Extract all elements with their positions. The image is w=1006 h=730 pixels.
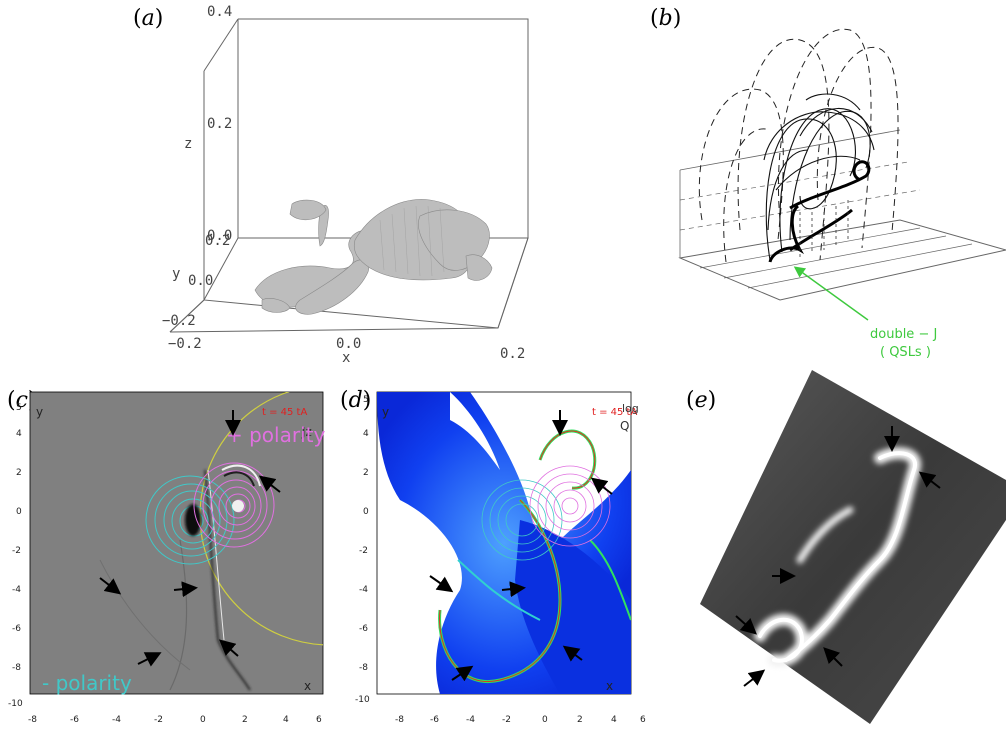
panel-d-label: (d) [340, 388, 372, 413]
d-x-tick--2: -2 [502, 715, 511, 725]
c-y-tick-2: 2 [16, 468, 22, 478]
d-x-tick-2: 2 [577, 715, 583, 725]
d-x-tick--4: -4 [466, 715, 475, 725]
panel-b-label: (b) [650, 6, 682, 31]
qsls-annotation: ( QSLs ) [880, 345, 931, 360]
neg-polarity-label: - polarity [42, 671, 132, 695]
d-y-tick--10: -10 [355, 695, 370, 705]
c-y-tick--4: -4 [12, 585, 21, 595]
c-time: t = 45 tA [262, 407, 307, 418]
c-y-tick--10: -10 [8, 699, 23, 709]
d-y-tick--2: -2 [359, 546, 368, 556]
c-axis-x: x [304, 679, 311, 693]
c-y-tick-0: 0 [16, 507, 22, 517]
d-axis-x: x [606, 679, 613, 693]
panel-e-observation [700, 370, 1006, 724]
d-x-tick-4: 4 [611, 715, 617, 725]
c-axis-y: y [36, 405, 43, 419]
a-z-tick-0.0: 0.0 [207, 228, 232, 244]
c-field-label: Jz [301, 425, 312, 439]
c-y-tick--6: -6 [12, 624, 21, 634]
c-y-tick--8: -8 [12, 663, 21, 673]
d-x-tick-0: 0 [542, 715, 548, 725]
d-y-tick-2: 2 [363, 468, 369, 478]
c-x-tick--4: -4 [112, 715, 121, 725]
a-z-tick-0.2: 0.2 [207, 116, 232, 132]
d-x-tick-6: 6 [640, 715, 646, 725]
panel-d-logq-map: t = 45 tA log Q y x 5 4 2 0 -2 -4 -6 -8 … [355, 391, 646, 725]
c-x-tick--8: -8 [28, 715, 37, 725]
d-x-tick--8: -8 [395, 715, 404, 725]
d-field-bottom: Q [620, 419, 629, 433]
c-x-tick-0: 0 [200, 715, 206, 725]
c-y-tick--2: -2 [12, 546, 21, 556]
current-isosurface [254, 199, 493, 315]
panel-a-3d-plot: 0.4 0.2 0.0 z 0.2 0.0 −0.2 y −0.2 0.0 0.… [162, 4, 529, 366]
d-field-top: log [622, 402, 639, 415]
d-time: t = 45 tA [592, 407, 637, 418]
d-y-tick--8: -8 [359, 663, 368, 673]
c-x-tick-2: 2 [242, 715, 248, 725]
panel-a-label: (a) [133, 6, 164, 31]
double-j-annotation: double − J [870, 327, 937, 342]
c-x-tick-4: 4 [283, 715, 289, 725]
a-z-label: z [184, 136, 192, 152]
d-x-tick--6: -6 [430, 715, 439, 725]
d-y-tick-4: 4 [363, 429, 369, 439]
d-y-tick-0: 0 [363, 507, 369, 517]
pos-polarity-label: + polarity [226, 423, 325, 447]
a-z-tick-0.4: 0.4 [207, 4, 232, 20]
a-y-tick-0.0: 0.0 [188, 273, 213, 289]
c-y-tick-5: 5 [16, 403, 22, 413]
a-y-tick--0.2: −0.2 [162, 313, 196, 329]
a-y-tick-0.2: 0.2 [205, 233, 230, 249]
d-y-tick--6: -6 [359, 624, 368, 634]
d-y-tick-5: 5 [363, 395, 369, 405]
c-x-tick--2: -2 [154, 715, 163, 725]
c-x-tick--6: -6 [70, 715, 79, 725]
panel-e-label: (e) [686, 388, 717, 413]
c-y-tick-4: 4 [16, 429, 22, 439]
a-x-tick--0.2: −0.2 [168, 336, 202, 352]
d-axis-y: y [382, 405, 389, 419]
panel-c-jz-map: t = 45 tA Jz y x + polarity - polarity 5… [8, 391, 325, 725]
a-x-tick-0.0: 0.0 [336, 336, 361, 352]
a-x-label: x [342, 350, 350, 366]
d-y-tick--4: -4 [359, 585, 368, 595]
a-x-tick-0.2: 0.2 [500, 346, 525, 362]
panel-b-fieldlines: double − J ( QSLs ) [678, 28, 1006, 360]
c-x-tick-6: 6 [316, 715, 322, 725]
a-y-label: y [172, 266, 180, 282]
